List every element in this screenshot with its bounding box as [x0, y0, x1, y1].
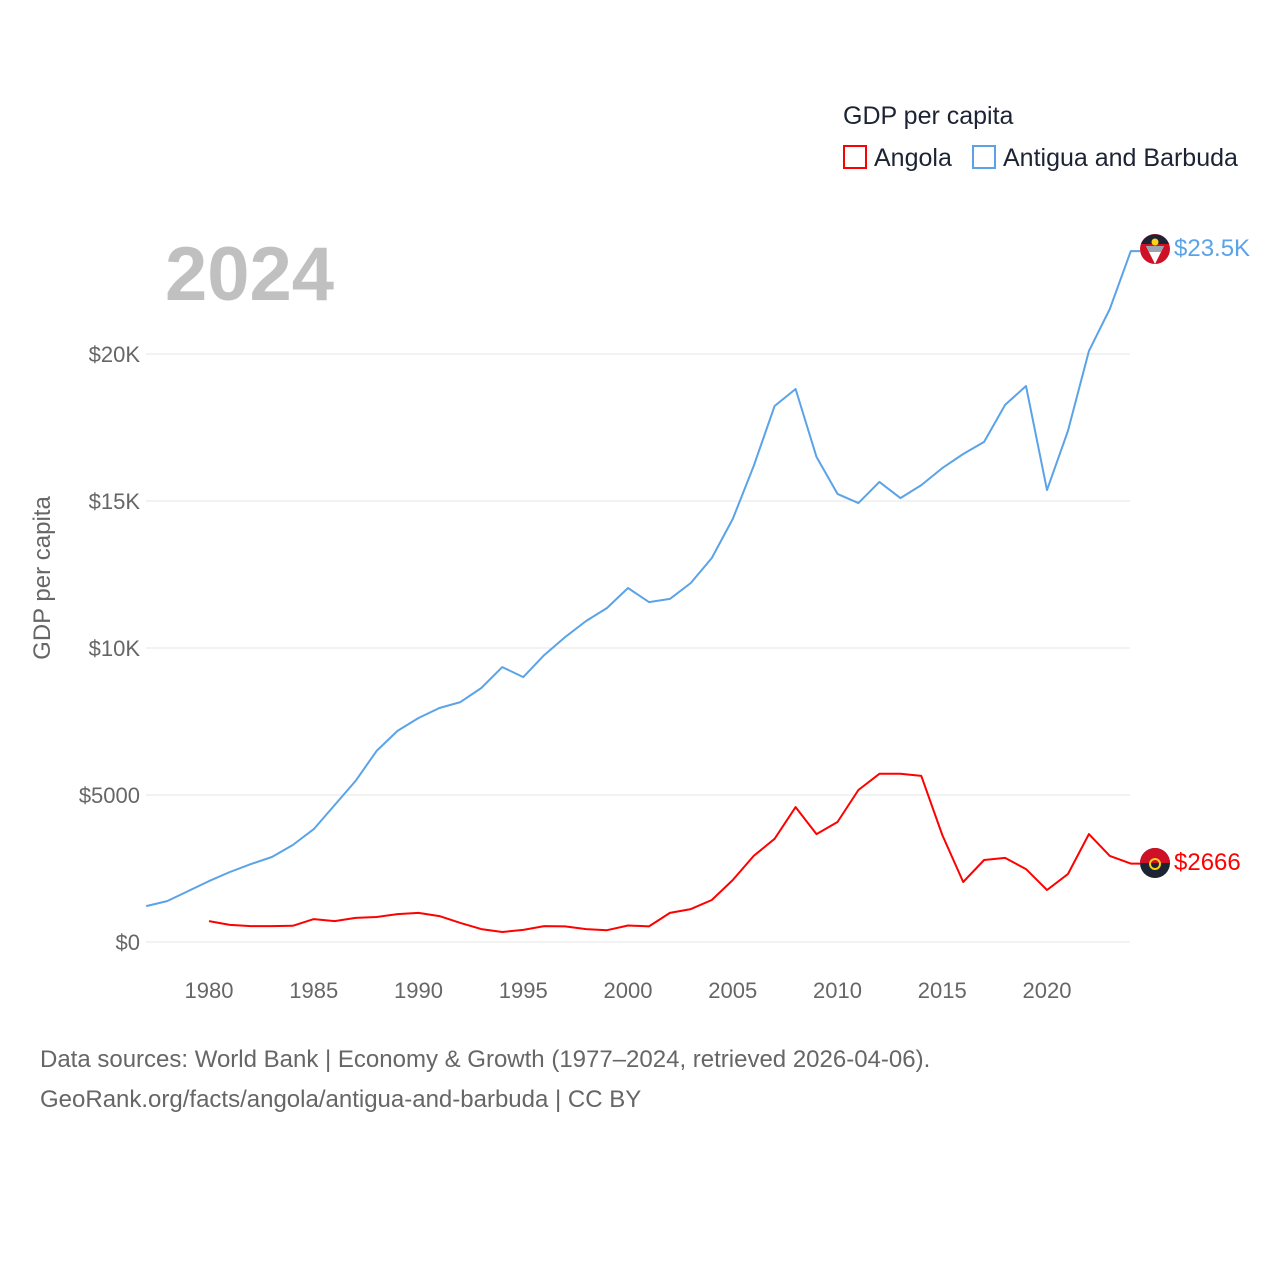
antigua-end-label: $23.5K [1174, 235, 1250, 262]
y-tick-label: $10K [89, 636, 141, 661]
x-tick-label: 1990 [394, 978, 443, 1003]
angola-flag-icon [1140, 848, 1170, 878]
legend-label-angola[interactable]: Angola [874, 144, 952, 172]
x-tick-label: 2015 [918, 978, 967, 1003]
x-tick-label: 2005 [708, 978, 757, 1003]
series-line-angola [208, 772, 1140, 933]
x-tick-label: 1995 [499, 978, 548, 1003]
y-tick-label: $15K [89, 489, 141, 514]
legend-swatch-antigua [972, 145, 996, 169]
footer-link[interactable]: GeoRank.org/facts/angola/antigua-and-bar… [40, 1086, 642, 1113]
x-tick-label: 1985 [289, 978, 338, 1003]
x-tick-label: 2020 [1023, 978, 1072, 1003]
footer-sources: Data sources: World Bank | Economy & Gro… [40, 1046, 931, 1073]
legend-title: GDP per capita [843, 102, 1014, 130]
y-tick-label: $0 [116, 930, 140, 955]
x-tick-label: 2010 [813, 978, 862, 1003]
legend-swatch-angola [843, 145, 867, 169]
y-tick-label: $20K [89, 342, 141, 367]
angola-end-label: $2666 [1174, 849, 1241, 876]
series-line-antigua-and-barbuda [145, 250, 1140, 908]
antigua-flag-icon [1140, 234, 1170, 264]
y-tick-label: $5000 [79, 783, 140, 808]
x-tick-label: 2000 [604, 978, 653, 1003]
y-axis-label: GDP per capita [29, 496, 56, 660]
legend-label-antigua[interactable]: Antigua and Barbuda [1003, 144, 1238, 172]
x-tick-label: 1980 [185, 978, 234, 1003]
year-title: 2024 [165, 232, 334, 317]
